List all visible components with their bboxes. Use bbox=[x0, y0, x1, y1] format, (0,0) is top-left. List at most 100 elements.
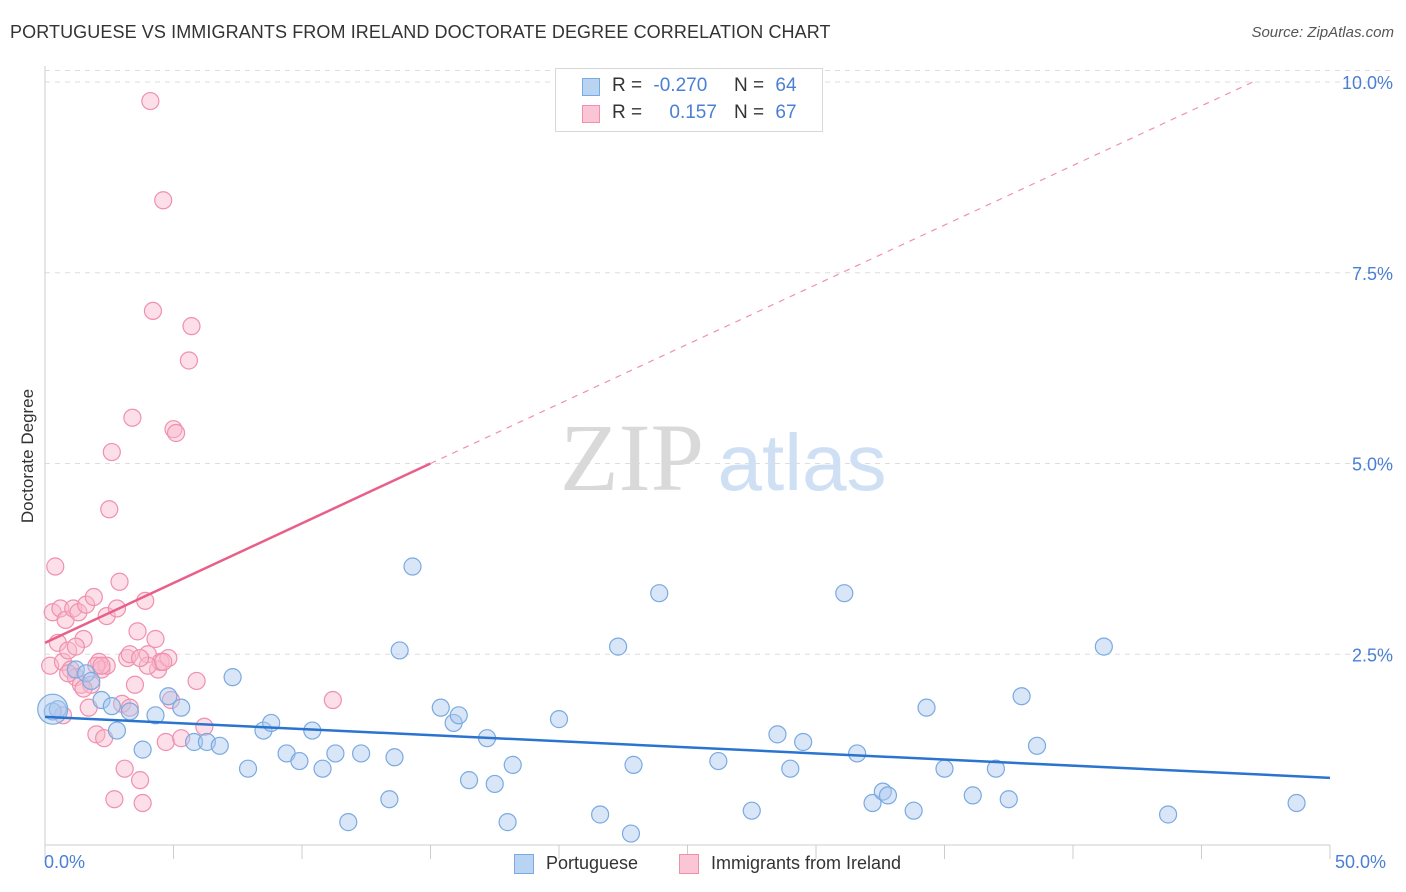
correlation-legend: R = -0.270 N = 64 R = 0.157 N = 67 bbox=[555, 68, 823, 132]
watermark-zip: ZIP bbox=[560, 404, 704, 511]
portuguese-point-49 bbox=[794, 732, 813, 752]
portuguese-point-43 bbox=[621, 824, 641, 843]
portuguese-point-57 bbox=[935, 759, 954, 778]
ireland-point-66 bbox=[195, 717, 214, 736]
ireland-point-23 bbox=[97, 656, 116, 675]
ireland-point-60 bbox=[138, 656, 157, 675]
ireland-trend-line bbox=[44, 462, 432, 644]
portuguese-point-29 bbox=[390, 641, 409, 660]
ireland-point-45 bbox=[154, 191, 173, 210]
portuguese-point-25 bbox=[339, 813, 358, 832]
ireland-point-42 bbox=[146, 629, 165, 649]
portuguese-point-26 bbox=[352, 744, 371, 763]
bottom-legend-swatch-portuguese bbox=[514, 854, 534, 874]
portuguese-point-44 bbox=[650, 584, 669, 603]
portuguese-point-24 bbox=[326, 744, 345, 763]
portuguese-point-16 bbox=[223, 668, 242, 687]
portuguese-point-30 bbox=[403, 557, 422, 576]
portuguese-point-56 bbox=[917, 698, 936, 717]
portuguese-point-50 bbox=[835, 584, 854, 603]
ireland-point-33 bbox=[123, 408, 142, 427]
portuguese-point-10 bbox=[146, 706, 165, 725]
portuguese-point-39 bbox=[549, 710, 569, 729]
legend-r-ireland: R = 0.157 bbox=[612, 102, 717, 123]
portuguese-point-11 bbox=[159, 687, 178, 706]
portuguese-point-55 bbox=[904, 801, 923, 820]
portuguese-point-59 bbox=[986, 759, 1006, 778]
portuguese-point-62 bbox=[1027, 736, 1047, 755]
bottom-legend-label-portuguese: Portuguese bbox=[546, 853, 639, 873]
portuguese-point-65 bbox=[1287, 793, 1306, 813]
portuguese-point-33 bbox=[449, 706, 468, 725]
portuguese-point-37 bbox=[498, 813, 517, 832]
portuguese-point-64 bbox=[1158, 805, 1178, 824]
ireland-point-2 bbox=[46, 557, 65, 576]
ireland-point-14 bbox=[77, 595, 96, 614]
portuguese-point-5 bbox=[92, 690, 111, 710]
y-tick-labels: 2.5% 5.0% 7.5% 10.0% bbox=[1342, 73, 1393, 665]
portuguese-point-17 bbox=[238, 759, 258, 778]
ireland-point-37 bbox=[133, 793, 152, 813]
portuguese-point-23 bbox=[313, 759, 332, 778]
portuguese-point-15 bbox=[210, 736, 229, 755]
portuguese-points bbox=[37, 557, 1306, 843]
bottom-legend-label-ireland: Immigrants from Ireland bbox=[711, 853, 902, 873]
portuguese-point-2 bbox=[66, 660, 85, 679]
ireland-point-32 bbox=[120, 645, 139, 664]
portuguese-point-60 bbox=[999, 790, 1018, 809]
ireland-point-34 bbox=[125, 675, 145, 694]
portuguese-point-28 bbox=[385, 748, 404, 767]
portuguese-point-8 bbox=[120, 702, 139, 721]
portuguese-point-4 bbox=[82, 671, 101, 691]
portuguese-point-7 bbox=[107, 721, 127, 740]
ireland-point-63 bbox=[92, 656, 111, 675]
portuguese-point-58 bbox=[963, 786, 982, 805]
portuguese-point-42 bbox=[624, 755, 643, 774]
ireland-point-17 bbox=[84, 587, 103, 607]
portuguese-point-38 bbox=[503, 755, 522, 774]
portuguese-point-13 bbox=[184, 732, 204, 752]
ireland-point-4 bbox=[51, 599, 70, 618]
ireland-point-53 bbox=[182, 317, 201, 336]
ireland-point-40 bbox=[141, 91, 160, 111]
portuguese-point-52 bbox=[863, 793, 882, 813]
ireland-point-41 bbox=[143, 301, 163, 320]
portuguese-point-large bbox=[37, 693, 69, 725]
ireland-point-28 bbox=[110, 572, 129, 591]
ireland-point-25 bbox=[102, 442, 121, 462]
portuguese-point-63 bbox=[1094, 637, 1113, 656]
ireland-point-55 bbox=[323, 690, 342, 710]
legend-swatch-portuguese bbox=[582, 78, 600, 96]
ireland-point-11 bbox=[69, 603, 88, 622]
ireland-point-54 bbox=[187, 671, 206, 691]
ireland-point-56 bbox=[66, 637, 85, 656]
watermark: ZIP atlas bbox=[560, 404, 886, 511]
legend-n-portuguese: N = 64 bbox=[734, 75, 797, 96]
ireland-point-36 bbox=[130, 771, 150, 790]
ireland-point-65 bbox=[130, 648, 150, 668]
ireland-point-62 bbox=[74, 679, 93, 698]
y-tick-label-3: 10.0% bbox=[1342, 73, 1393, 93]
portuguese-point-31 bbox=[431, 698, 450, 717]
ireland-point-13 bbox=[74, 629, 93, 649]
x-tick-label-max: 50.0% bbox=[1335, 852, 1387, 872]
portuguese-point-41 bbox=[609, 637, 628, 656]
chart-title: PORTUGUESE VS IMMIGRANTS FROM IRELAND DO… bbox=[10, 22, 831, 42]
portuguese-point-21 bbox=[290, 751, 309, 771]
ireland-point-24 bbox=[100, 500, 119, 519]
portuguese-point-12 bbox=[172, 698, 191, 717]
portuguese-point-47 bbox=[768, 725, 787, 744]
portuguese-point-36 bbox=[485, 774, 504, 794]
legend-r-portuguese: R = -0.270 bbox=[612, 75, 708, 96]
watermark-atlas: atlas bbox=[718, 418, 887, 507]
ireland-point-30 bbox=[115, 759, 134, 778]
portuguese-point-27 bbox=[380, 790, 399, 809]
ireland-point-59 bbox=[120, 698, 139, 717]
ireland-point-61 bbox=[154, 652, 173, 671]
portuguese-point-6 bbox=[102, 697, 121, 716]
legend-swatch-ireland bbox=[582, 105, 600, 123]
portuguese-trend-line bbox=[44, 715, 1331, 780]
ireland-point-52 bbox=[179, 351, 199, 370]
portuguese-point-48 bbox=[781, 759, 800, 778]
